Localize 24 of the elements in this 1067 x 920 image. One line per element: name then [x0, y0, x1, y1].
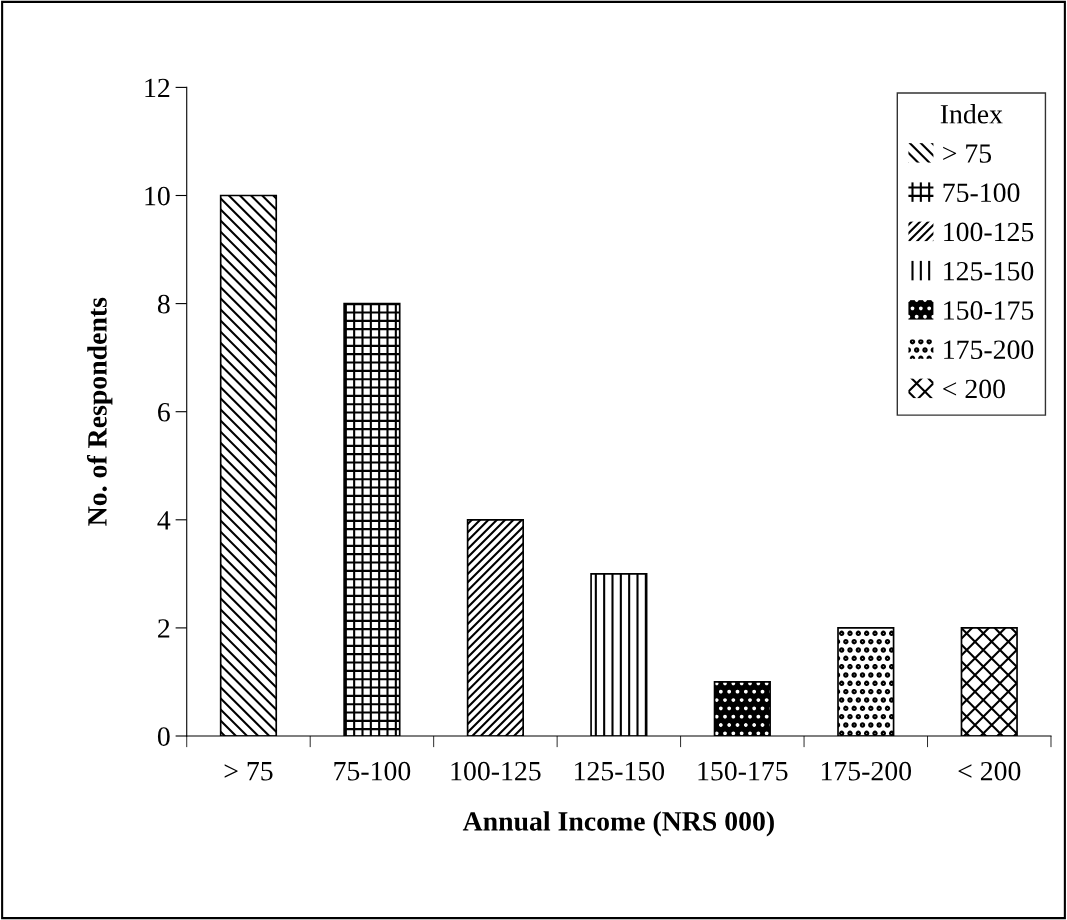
legend-label: 175-200	[944, 340, 1034, 360]
y-tick-label: 4	[157, 511, 171, 530]
legend-label: < 200	[943, 379, 1005, 399]
x-tick-label: 125-150	[575, 761, 665, 781]
x-tick-label: < 200	[958, 761, 1021, 781]
legend-label: 150-175	[944, 301, 1034, 320]
legend-title: Index	[940, 104, 1003, 124]
x-tick-label: > 75	[224, 762, 273, 781]
y-tick-label: 0	[157, 727, 170, 746]
y-tick-label: 6	[158, 402, 170, 422]
y-tick-label: 8	[157, 294, 170, 314]
x-tick-label: 175-200	[821, 761, 912, 781]
x-tick-label: 100-125	[451, 761, 541, 781]
y-axis-title: No. of Respondents	[86, 297, 113, 526]
legend-label: 100-125	[944, 222, 1034, 242]
y-tick-label: 2	[158, 619, 170, 638]
x-axis-title: Annual Income (NRS 000)	[462, 811, 774, 837]
x-tick-label: 75-100	[334, 761, 411, 781]
legend-label: > 75	[943, 144, 992, 163]
x-tick-label: 150-175	[698, 761, 788, 781]
legend-label: 125-150	[944, 261, 1034, 281]
legend-label: 75-100	[943, 183, 1020, 203]
y-tick-label: 10	[145, 186, 170, 206]
y-tick-label: 12	[145, 78, 170, 98]
